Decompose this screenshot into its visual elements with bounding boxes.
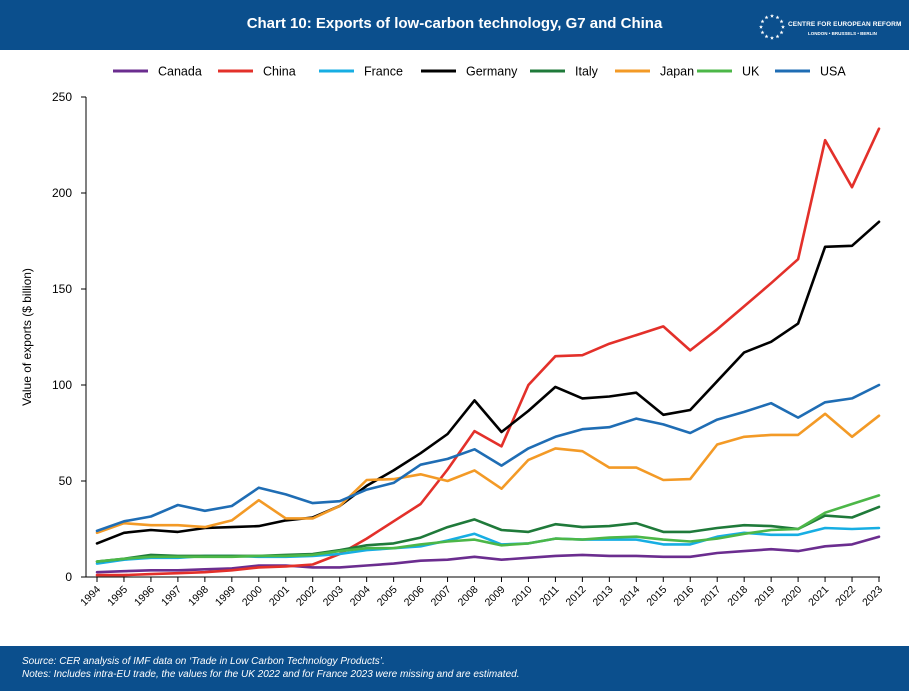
legend-label: USA [820, 65, 846, 79]
x-tick-label: 2015 [644, 584, 669, 609]
legend: Canada China France Germany Italy Japan UK USA [113, 65, 846, 79]
x-tick-label: 2008 [456, 584, 481, 609]
x-tick-label: 2006 [402, 584, 427, 609]
legend-item-canada: Canada [113, 65, 202, 79]
y-axis-title: Value of exports ($ billion) [20, 268, 34, 406]
star-icon [770, 13, 774, 18]
x-tick-label: 2018 [725, 584, 750, 609]
x-tick-label: 2013 [590, 584, 615, 609]
x-tick-label: 2022 [833, 584, 858, 609]
series-line-japan [95, 412, 881, 535]
x-tick-label: 2014 [617, 584, 642, 609]
star-icon [760, 30, 765, 35]
y-tick-label: 0 [65, 570, 72, 584]
y-tick-label: 100 [52, 378, 72, 392]
y-tick-label: 50 [59, 474, 73, 488]
x-tick-label: 1996 [132, 584, 157, 609]
x-tick-label: 2012 [563, 584, 588, 609]
x-tick-label: 2005 [375, 584, 400, 609]
x-tick-label: 1998 [186, 584, 211, 609]
x-tick-label: 2023 [860, 584, 885, 609]
line-chart: 0 50 100 150 200 250 Value of exports ($ billi… [20, 65, 885, 609]
y-tick-label: 200 [52, 186, 72, 200]
legend-item-italy: Italy [530, 65, 599, 79]
series-usa [95, 383, 881, 533]
legend-item-germany: Germany [421, 65, 518, 79]
legend-item-china: China [218, 65, 296, 79]
legend-label: Japan [660, 65, 694, 79]
series-germany [95, 220, 881, 545]
x-tick-label: 2011 [537, 584, 562, 609]
star-icon [775, 34, 780, 39]
x-tick-label: 1999 [213, 584, 238, 609]
legend-label: France [364, 65, 403, 79]
series-uk [95, 494, 881, 563]
x-tick-label: 2020 [779, 584, 804, 609]
legend-label: China [263, 65, 296, 79]
chart-footer: Source: CER analysis of IMF data on ‘Tra… [0, 646, 909, 691]
y-tick-label: 250 [52, 90, 72, 104]
series-line-germany [95, 220, 881, 545]
star-icon [779, 30, 784, 35]
x-tick-label: 1997 [159, 584, 184, 609]
star-icon [760, 19, 765, 24]
legend-item-uk: UK [697, 65, 760, 79]
logo-name: CENTRE FOR EUROPEAN REFORM [788, 21, 902, 28]
star-icon [781, 24, 785, 29]
x-tick-label: 2009 [483, 584, 508, 609]
x-tick-label: 2000 [240, 584, 265, 609]
star-icon [770, 35, 774, 40]
x-tick-label: 1995 [105, 584, 130, 609]
x-tick-label: 2017 [698, 584, 723, 609]
chart-title: Chart 10: Exports of low-carbon technolo… [246, 15, 663, 32]
legend-item-japan: Japan [615, 65, 694, 79]
star-icon [779, 19, 784, 24]
star-icon [775, 15, 780, 20]
legend-label: Germany [466, 65, 518, 79]
x-tick-label: 2016 [671, 584, 696, 609]
y-tick-label: 150 [52, 282, 72, 296]
notes: Notes: Includes intra-EU trade, the valu… [22, 669, 520, 680]
series-canada [95, 535, 881, 574]
x-tick-label: 2004 [348, 584, 373, 609]
x-tick-label: 2007 [429, 584, 454, 609]
legend-label: Canada [158, 65, 202, 79]
x-tick-label: 1994 [78, 584, 103, 609]
series-line-usa [95, 383, 881, 533]
source-note: Source: CER analysis of IMF data on ‘Tra… [22, 656, 385, 667]
legend-item-usa: USA [775, 65, 846, 79]
series-japan [95, 412, 881, 535]
series-line-canada [95, 535, 881, 574]
x-tick-label: 2021 [806, 584, 831, 609]
series-line-china [95, 127, 881, 577]
cer-logo: CENTRE FOR EUROPEAN REFORM LONDON • BRUS… [758, 10, 901, 44]
series-china [95, 127, 881, 577]
x-tick-label: 2003 [321, 584, 346, 609]
legend-label: UK [742, 65, 760, 79]
x-tick-label: 2019 [752, 584, 777, 609]
star-icon [759, 24, 763, 29]
star-icon [764, 34, 769, 39]
chart-header: Chart 10: Exports of low-carbon technolo… [0, 0, 909, 50]
x-tick-label: 2002 [294, 584, 319, 609]
legend-item-france: France [319, 65, 403, 79]
x-tick-label: 2010 [510, 584, 535, 609]
logo-cities: LONDON • BRUSSELS • BERLIN [808, 31, 877, 36]
series-line-uk [95, 494, 881, 563]
legend-label: Italy [575, 65, 599, 79]
x-tick-label: 2001 [267, 584, 292, 609]
eu-stars-icon [759, 13, 785, 40]
star-icon [764, 15, 769, 20]
